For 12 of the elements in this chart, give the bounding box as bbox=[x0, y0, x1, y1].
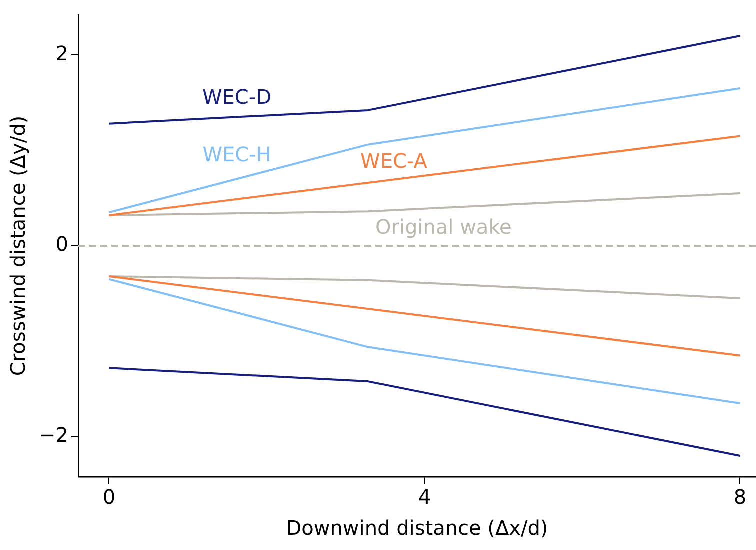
x-tick-label: 4 bbox=[418, 485, 432, 510]
y-tick-label: 2 bbox=[56, 41, 68, 66]
y-axis-title: Crosswind distance (Δy/d) bbox=[6, 116, 30, 376]
y-tick-label: 0 bbox=[56, 232, 68, 256]
series-label: WEC-D bbox=[202, 85, 272, 110]
series-label: WEC-H bbox=[202, 142, 272, 166]
x-axis-title: Downwind distance (Δx/d) bbox=[286, 516, 548, 540]
x-tick-label: 0 bbox=[102, 485, 116, 510]
x-tick-label: 8 bbox=[734, 485, 747, 510]
series-label: WEC-A bbox=[360, 149, 428, 174]
series-label: Original wake bbox=[375, 215, 512, 240]
y-tick-label: −2 bbox=[39, 423, 68, 448]
